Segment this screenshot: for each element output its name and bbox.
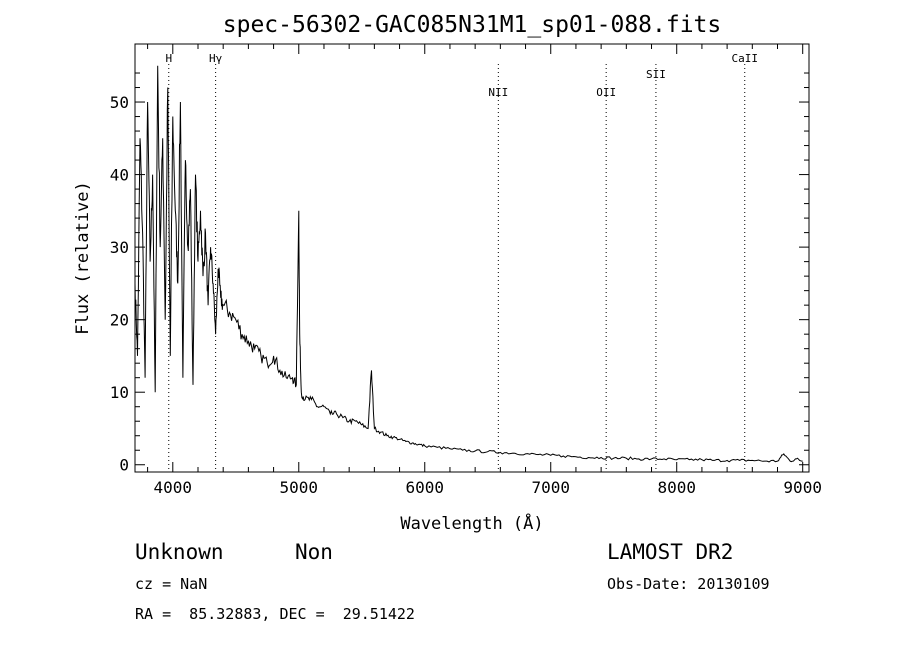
tick-labels: 4000 5000 6000 7000 8000 9000 0 10 20 30 40 50 — [110, 93, 822, 497]
ref-line-label-4: SII — [646, 68, 666, 81]
y-tick-label-5: 50 — [110, 93, 129, 112]
chart-title: spec-56302-GAC085N31M1_sp01-088.fits — [223, 12, 722, 38]
y-tick-label-2: 20 — [110, 311, 129, 330]
plot-frame — [134, 43, 810, 473]
redshift-value: cz = NaN — [135, 575, 208, 593]
x-tick-label-3: 7000 — [531, 478, 570, 497]
y-tick-label-1: 10 — [110, 383, 129, 402]
axis-ticks — [135, 44, 809, 472]
ref-line-label-5: CaII — [731, 52, 758, 65]
ref-line-label-1: Hγ — [209, 52, 223, 65]
spectral-class: Unknown — [135, 540, 224, 564]
y-axis-label: Flux (relative) — [73, 181, 93, 335]
x-tick-label-4: 8000 — [657, 478, 696, 497]
y-tick-label-4: 40 — [110, 166, 129, 185]
x-axis-label: Wavelength (Å) — [400, 512, 543, 534]
spectral-subclass: Non — [295, 540, 333, 564]
ref-line-label-0: H — [165, 52, 172, 65]
survey-name: LAMOST DR2 — [607, 540, 734, 564]
y-tick-label-0: 0 — [119, 456, 129, 475]
reference-lines: H Hγ NII OII SII CaII — [165, 52, 758, 472]
ref-line-label-2: NII — [488, 86, 508, 99]
x-tick-label-1: 5000 — [280, 478, 319, 497]
spectrum-line — [134, 65, 803, 463]
x-tick-label-5: 9000 — [783, 478, 822, 497]
observation-date: Obs-Date: 20130109 — [607, 575, 770, 593]
x-tick-label-0: 4000 — [154, 478, 193, 497]
y-tick-label-3: 30 — [110, 238, 129, 257]
ref-line-label-3: OII — [596, 86, 616, 99]
coordinates: RA = 85.32883, DEC = 29.51422 — [135, 605, 415, 623]
x-tick-label-2: 6000 — [405, 478, 444, 497]
